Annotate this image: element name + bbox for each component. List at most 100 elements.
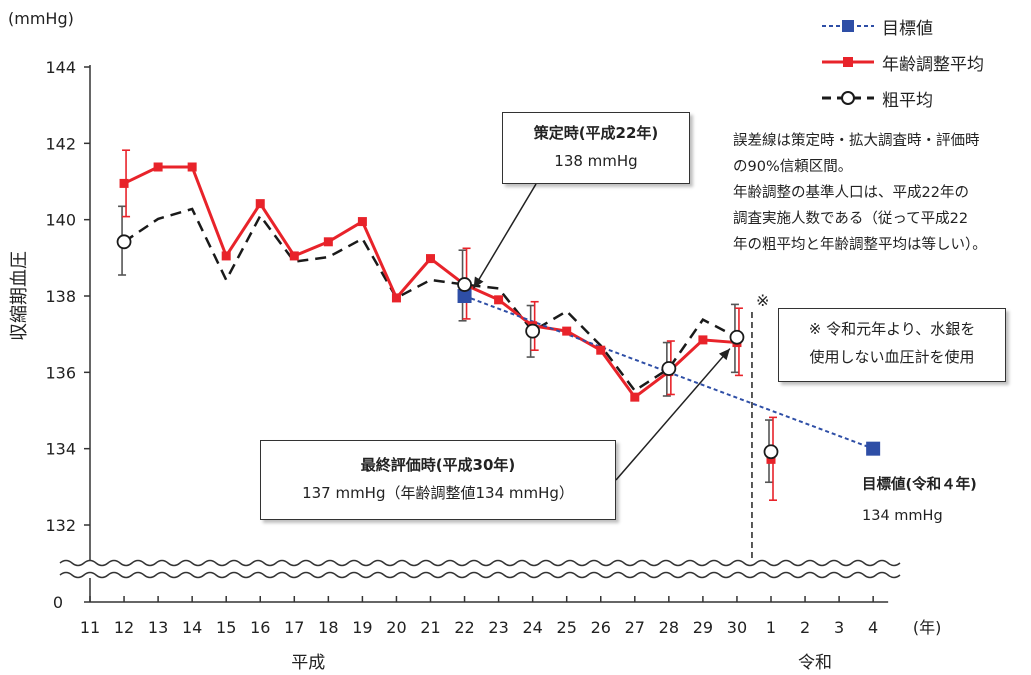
target-point (866, 441, 881, 456)
axes-layer (59, 65, 901, 603)
target-title: 目標値(令和４年) (862, 477, 977, 493)
legend-item-target: 目標値 (822, 8, 1027, 44)
age-adjusted-point (596, 345, 606, 355)
y-tick-label: 140 (45, 211, 76, 230)
age-adjusted-point (494, 295, 504, 305)
callout-final-title: 最終評価時(平成30年) (360, 456, 516, 474)
x-tick-label: 24 (522, 618, 542, 637)
callout-reiwa-line2: 使用しない血圧計を使用 (809, 348, 975, 366)
notes-text: 誤差線は策定時・拡大調査時・評価時 の90%信頼区間。 年齢調整の基準人口は、平… (733, 128, 1029, 258)
y-tick-label: 138 (45, 287, 76, 306)
legend-target-swatch (822, 20, 874, 32)
callout-arrows-layer (472, 183, 731, 481)
age-adjusted-point (119, 178, 129, 188)
x-tick-label: 22 (454, 618, 474, 637)
y-zero-label: 0 (53, 593, 63, 612)
crude-mean-point (457, 277, 472, 292)
x-tick-label: 29 (693, 618, 713, 637)
callout-start-title: 策定時(平成22年) (533, 124, 659, 142)
markers-layer (116, 162, 881, 464)
legend-label-age-adjusted: 年齢調整平均 (882, 54, 984, 75)
x-tick-label: 18 (318, 618, 338, 637)
y-tick-label: 132 (45, 516, 76, 535)
x-tick-label: 12 (114, 618, 134, 637)
age-adjusted-point (391, 293, 401, 303)
legend-label-target: 目標値 (882, 18, 933, 39)
legend: 目標値 年齢調整平均 粗平均 (822, 8, 1027, 116)
x-tick-label: 17 (284, 618, 304, 637)
x-tick-label: 4 (868, 618, 878, 637)
y-tick-label: 136 (45, 363, 76, 382)
x-tick-label: 13 (148, 618, 168, 637)
y-unit-label: (mmHg) (8, 9, 74, 28)
callout-reiwa-note: ※ 令和元年より、水銀を 使用しない血圧計を使用 (778, 308, 1006, 382)
x-tick-label: 28 (659, 618, 679, 637)
arrow-start (472, 183, 537, 289)
x-tick-label: 27 (625, 618, 645, 637)
arrow-start-head (473, 276, 484, 289)
x-tick-label: 16 (250, 618, 270, 637)
age-adjusted-point (323, 237, 333, 247)
note-line: 誤差線は策定時・拡大調査時・評価時 (733, 133, 980, 149)
legend-item-crude: 粗平均 (822, 80, 1027, 116)
x-tick-label: 26 (591, 618, 611, 637)
x-tick-label: 23 (488, 618, 508, 637)
age-adjusted-point (562, 326, 572, 336)
crude-mean-point (525, 323, 541, 339)
y-axis-title: 収縮期血圧 (9, 251, 30, 341)
age-adjusted-point (289, 251, 299, 261)
y-tick-label: 134 (45, 440, 76, 459)
x-tick-label: 1 (766, 618, 776, 637)
age-adjusted-point (630, 392, 640, 402)
legend-label-crude: 粗平均 (882, 90, 933, 111)
legend-age-adjusted-swatch (822, 57, 874, 67)
x-tick-label: 30 (727, 618, 747, 637)
age-adjusted-point (698, 335, 708, 345)
callout-start: 策定時(平成22年) 138 mmHg (502, 112, 690, 184)
crude-mean-point (729, 329, 745, 345)
x-tick-label: 25 (557, 618, 577, 637)
callout-reiwa-line1: ※ 令和元年より、水銀を (808, 320, 976, 338)
x-tick-label: 15 (216, 618, 236, 637)
y-tick-label: 144 (45, 58, 76, 77)
y-tick-label: 142 (45, 134, 76, 153)
legend-crude-swatch (822, 91, 874, 105)
crude-mean-point (116, 234, 132, 250)
x-tick-label: 2 (800, 618, 810, 637)
age-adjusted-point (221, 251, 231, 261)
callout-start-value: 138 mmHg (554, 152, 638, 170)
x-tick-label: 11 (80, 618, 100, 637)
era-label-reiwa: 令和 (798, 653, 832, 673)
age-adjusted-point (153, 162, 163, 172)
target-value: 134 mmHg (862, 508, 943, 524)
x-unit-label: (年) (913, 618, 942, 637)
arrow-final (615, 348, 731, 481)
axis-break-wave-top (59, 559, 901, 567)
axis-break-band (60, 560, 890, 578)
age-adjusted-point (766, 454, 776, 464)
note-line: 年齢調整の基準人口は、平成22年の (733, 185, 969, 201)
legend-item-age-adjusted: 年齢調整平均 (822, 44, 1027, 80)
callout-final: 最終評価時(平成30年) 137 mmHg（年齢調整値134 mmHg） (260, 440, 616, 520)
crude-mean-point (763, 444, 779, 460)
crude-mean-point (661, 361, 677, 376)
era-label-heisei: 平成 (291, 653, 325, 673)
age-adjusted-point (187, 162, 197, 172)
age-adjusted-point (357, 217, 367, 227)
age-adjusted-point (255, 199, 265, 209)
x-tick-label: 3 (834, 618, 844, 637)
age-adjusted-point (426, 254, 435, 264)
axis-break-wave-bottom (59, 571, 901, 579)
x-tick-label: 19 (352, 618, 372, 637)
callout-final-value: 137 mmHg（年齢調整値134 mmHg） (302, 484, 574, 502)
x-tick-label: 20 (386, 618, 406, 637)
target-point (457, 289, 472, 303)
x-tick-label: 21 (420, 618, 440, 637)
arrow-final-head (718, 348, 730, 361)
note-line: の90%信頼区間。 (733, 159, 853, 175)
note-line: 調査実施人数である（従って平成22 (733, 211, 969, 227)
note-line: 年の粗平均と年齢調整平均は等しい）。 (733, 237, 987, 253)
x-tick-label: 14 (182, 618, 202, 637)
